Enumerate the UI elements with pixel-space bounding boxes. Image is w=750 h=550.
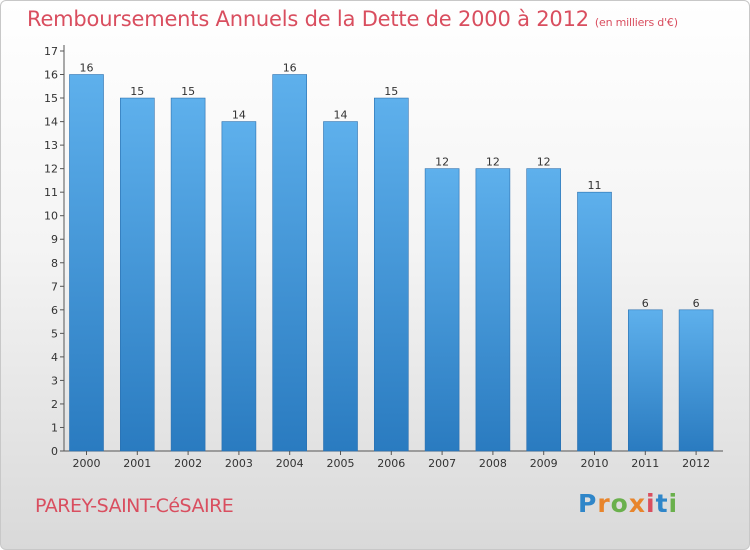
commune-label: PAREY-SAINT-CéSAIRE <box>35 495 234 517</box>
bar-value-label: 6 <box>693 297 700 310</box>
bar <box>424 168 460 452</box>
x-tick-label: 2012 <box>682 457 710 470</box>
bar-value-label: 16 <box>283 62 297 75</box>
logo-letter: P <box>578 489 598 518</box>
x-tick-label: 2005 <box>327 457 355 470</box>
bar <box>678 309 714 452</box>
bar-value-label: 16 <box>80 62 94 75</box>
logo-letter: t <box>655 489 669 518</box>
bar <box>373 97 409 452</box>
y-tick-label: 16 <box>44 69 58 82</box>
bar <box>120 97 155 452</box>
y-tick-label: 9 <box>51 233 58 246</box>
bar-value-label: 6 <box>642 297 649 310</box>
chart-unit-label: (en milliers d'€) <box>594 16 678 29</box>
y-tick-label: 6 <box>51 304 58 317</box>
bar-value-label: 12 <box>435 156 449 169</box>
bar <box>475 168 511 452</box>
y-tick-label: 2 <box>51 398 58 411</box>
y-tick-label: 14 <box>44 116 58 129</box>
chart-title: Remboursements Annuels de la Dette de 20… <box>27 7 678 31</box>
y-tick-label: 10 <box>44 210 58 223</box>
x-tick-label: 2009 <box>530 457 558 470</box>
bar <box>627 309 663 452</box>
y-tick-label: 12 <box>44 163 58 176</box>
bar-value-label: 11 <box>588 179 602 192</box>
bar <box>69 74 104 452</box>
y-tick-label: 1 <box>51 421 58 434</box>
y-tick-label: 13 <box>44 139 58 152</box>
bar <box>170 97 206 452</box>
y-tick-label: 11 <box>44 186 58 199</box>
proxiti-logo: Proxiti <box>578 489 678 518</box>
logo-letter: i <box>668 489 679 518</box>
bar <box>323 121 358 452</box>
logo-letter: i <box>646 489 656 518</box>
bar-value-label: 14 <box>232 109 246 122</box>
y-tick-label: 4 <box>51 351 58 364</box>
y-tick-label: 15 <box>44 92 58 105</box>
x-tick-label: 2006 <box>377 457 405 470</box>
logo-letter: x <box>628 489 646 518</box>
y-tick-label: 3 <box>51 374 58 387</box>
y-tick-label: 8 <box>51 257 58 270</box>
x-tick-label: 2010 <box>581 457 609 470</box>
bar-value-label: 15 <box>384 85 398 98</box>
x-tick-label: 2001 <box>123 457 151 470</box>
bar <box>221 121 257 452</box>
logo-letter: r <box>597 489 611 518</box>
chart-title-text: Remboursements Annuels de la Dette de 20… <box>27 7 589 31</box>
bar-value-label: 15 <box>130 85 144 98</box>
bar-value-label: 14 <box>334 109 348 122</box>
x-tick-label: 2011 <box>631 457 659 470</box>
x-tick-label: 2000 <box>73 457 101 470</box>
y-tick-label: 17 <box>44 45 58 58</box>
x-tick-label: 2003 <box>225 457 253 470</box>
x-tick-label: 2004 <box>276 457 304 470</box>
bar-chart: 0123456789101112131415161716200015200115… <box>44 45 723 470</box>
y-tick-label: 7 <box>51 280 58 293</box>
bar <box>577 191 612 452</box>
bar-value-label: 15 <box>181 85 195 98</box>
y-tick-label: 0 <box>51 445 58 458</box>
y-tick-label: 5 <box>51 327 58 340</box>
logo-letter: o <box>610 489 629 518</box>
bar-value-label: 12 <box>486 156 500 169</box>
bar <box>526 168 562 452</box>
bar-value-label: 12 <box>537 156 551 169</box>
bar <box>272 74 308 452</box>
x-tick-label: 2007 <box>428 457 456 470</box>
x-tick-label: 2002 <box>174 457 202 470</box>
x-tick-label: 2008 <box>479 457 507 470</box>
